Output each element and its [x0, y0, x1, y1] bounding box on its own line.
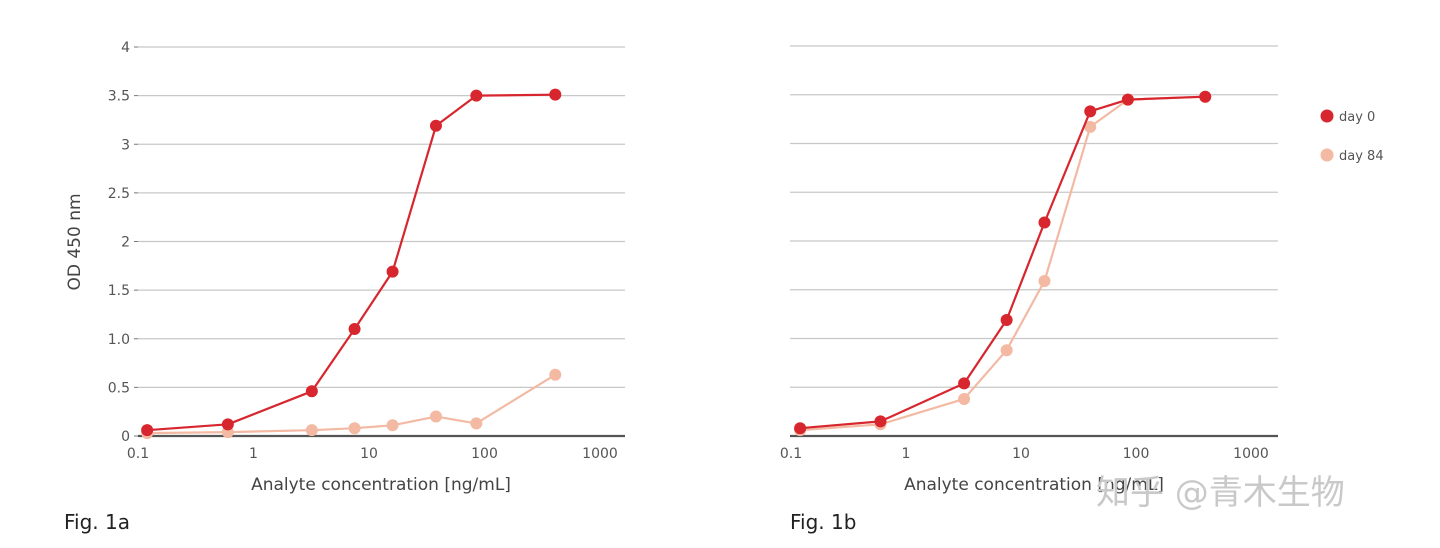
y-tick-label: 0.5 [108, 380, 130, 396]
data-point-day-0 [794, 422, 807, 435]
y-tick-label: 1.5 [108, 283, 130, 299]
grid-lines [790, 45, 1278, 388]
legend-marker-day-84 [1320, 148, 1334, 162]
data-point-day-84 [470, 417, 483, 430]
x-tick-label: 10 [360, 446, 378, 462]
data-point-day-84 [958, 392, 971, 405]
x-axis-label: Analyte concentration [ng/mL] [251, 475, 511, 495]
x-tick-label: 1 [249, 446, 258, 462]
data-point-day-84 [348, 422, 361, 435]
series-line-day-0 [800, 95, 1206, 430]
x-tick-label: 1 [902, 446, 911, 462]
x-tick-label: 10 [1012, 446, 1030, 462]
data-point-day-0 [1000, 313, 1013, 326]
x-tick-label: 100 [471, 446, 498, 462]
data-point-day-0 [1121, 93, 1134, 106]
legend-marker-day-0 [1320, 109, 1334, 123]
data-point-day-84 [1038, 274, 1051, 287]
data-point-day-0 [386, 265, 399, 278]
x-tick-label: 100 [1123, 446, 1150, 462]
y-tick-label: 2.5 [108, 186, 130, 202]
data-point-day-0 [348, 323, 361, 336]
y-tick-label: 2 [121, 235, 130, 251]
y-tick-label: 3 [121, 137, 130, 153]
data-point-day-0 [874, 415, 887, 428]
axes: 0.1 1 10 100 1000 [780, 434, 1278, 462]
data-point-day-0 [429, 119, 442, 132]
chart-fig-1a: 0 0.5 1.0 1.5 2 2.5 3 3.5 4 0.1 1 10 100 1000 Analyte… [64, 40, 625, 534]
y-tick-label: 3.5 [108, 89, 130, 105]
chart-fig-1b: 0.1 1 10 100 1000 Analyte concentration [ng/… [780, 45, 1384, 534]
data-point-day-0 [470, 89, 483, 102]
x-tick-label: 0.1 [127, 446, 149, 462]
y-tick-label: 1.0 [108, 332, 130, 348]
x-tick-label: 1000 [1233, 446, 1269, 462]
data-point-day-84 [429, 410, 442, 423]
y-tick-label: 4 [121, 40, 130, 56]
series-line-day-0 [147, 93, 556, 432]
data-point-day-84 [549, 368, 562, 381]
figure-caption: Fig. 1b [790, 510, 856, 534]
data-point-day-0 [1199, 90, 1212, 103]
data-point-day-84 [1084, 120, 1097, 133]
figure-caption: Fig. 1a [64, 510, 130, 534]
data-point-day-0 [549, 88, 562, 101]
data-point-day-84 [1000, 344, 1013, 357]
data-point-day-0 [141, 424, 154, 437]
y-tick-label: 0 [121, 429, 130, 445]
x-tick-label: 1000 [582, 446, 618, 462]
data-point-day-0 [958, 377, 971, 390]
data-point-day-0 [305, 385, 318, 398]
y-axis-label: OD 450 nm [65, 193, 85, 290]
data-point-day-0 [221, 418, 234, 431]
x-axis-label: Analyte concentration [ng/mL] [904, 475, 1164, 495]
watermark: 知乎 @青木生物 [1096, 473, 1345, 513]
data-point-day-84 [305, 424, 318, 437]
x-tick-label: 0.1 [780, 446, 802, 462]
data-point-day-0 [1084, 105, 1097, 118]
series-line-day-84 [147, 373, 556, 435]
legend-label-day-84: day 84 [1339, 149, 1384, 164]
series-line-day-84 [800, 95, 1206, 432]
series-layer [141, 88, 562, 440]
data-point-day-0 [1038, 216, 1051, 229]
legend-label-day-0: day 0 [1339, 110, 1375, 125]
axes: 0 0.5 1.0 1.5 2 2.5 3 3.5 4 0.1 1 10 100 1000 [108, 40, 625, 462]
series-layer [794, 90, 1212, 437]
legend: day 0 day 84 [1320, 109, 1384, 164]
data-point-day-84 [386, 419, 399, 432]
